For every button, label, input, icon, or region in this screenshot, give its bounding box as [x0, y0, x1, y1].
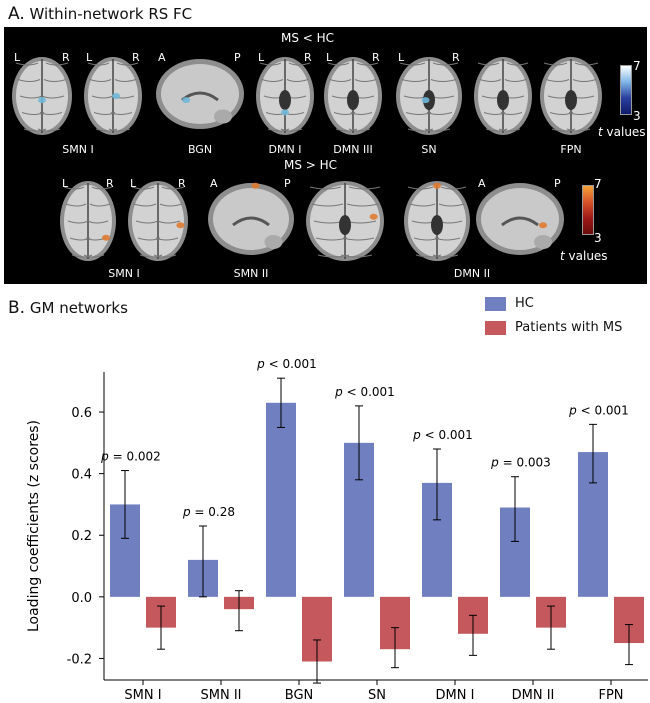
orient-label: L [326, 51, 333, 64]
brain-label: BGN [187, 143, 213, 156]
t-symbol: t [560, 249, 565, 263]
brain-label: SN [421, 143, 437, 156]
x-tick-label: SMN I [124, 688, 161, 703]
colorbar-top [620, 65, 632, 115]
t-symbol: t [598, 125, 603, 139]
panel-b-letter: B. [8, 298, 26, 318]
orient-label: R [62, 51, 70, 64]
orient-label: A [158, 51, 166, 64]
x-tick-label: FPN [598, 688, 623, 703]
y-tick-label: 0.0 [71, 591, 92, 606]
brain-thumb-r1-5 [394, 55, 464, 141]
cbar-bottom-min: 3 [594, 231, 602, 245]
cbar-bottom-max: 7 [594, 177, 602, 191]
orient-label: P [234, 51, 241, 64]
brain-thumb-r1-4 [322, 55, 384, 141]
orient-label: A [210, 177, 218, 190]
brain-thumb-r1-7 [538, 55, 604, 141]
brain-thumb-r2-1 [126, 179, 190, 267]
x-tick-label: BGN [285, 688, 314, 703]
p-value-label: p < 0.001 [568, 403, 629, 417]
brain-label: FPN [560, 143, 582, 156]
cbar-bottom-label: t values [560, 249, 608, 263]
brain-thumb-r1-3 [254, 55, 316, 141]
colorbar-bottom [582, 185, 594, 235]
orient-label: R [452, 51, 460, 64]
x-tick-label: SMN II [201, 688, 242, 703]
brain-thumb-r2-2 [206, 179, 296, 267]
orient-label: L [258, 51, 265, 64]
x-tick-label: SN [368, 688, 386, 703]
orient-label: L [130, 177, 137, 190]
orient-label: P [284, 177, 291, 190]
legend-swatch-hc [485, 297, 506, 311]
p-value-label: p = 0.003 [490, 456, 551, 470]
orient-label: A [478, 177, 486, 190]
brain-thumb-r1-0 [10, 55, 74, 141]
p-value-label: p < 0.001 [256, 357, 317, 371]
values-text: values [602, 125, 646, 139]
y-tick-label: 0.4 [71, 468, 92, 483]
bar-chart: 0.6 0.4 0.2 0.0 -0.2 Loading coefficients (z … [26, 357, 648, 703]
x-tick-label: DMN I [436, 688, 475, 703]
orient-label: P [554, 177, 561, 190]
brain-image-panel: MS < HC MS > HC L R SMN I L R A P BGN L R DMN I L R D… [4, 27, 647, 284]
orient-label: L [398, 51, 405, 64]
brain-label: DMN II [453, 267, 491, 280]
brain-thumb-r2-4 [402, 179, 472, 267]
brain-label: DMN III [333, 143, 373, 156]
cbar-top-min: 3 [633, 109, 641, 123]
cbar-top-max: 7 [633, 59, 641, 73]
orient-label: L [62, 177, 69, 190]
y-tick-label: 0.6 [71, 406, 92, 421]
panel-a-title: A. Within-network RS FC [8, 4, 192, 24]
p-value-label: p < 0.001 [412, 428, 473, 442]
orient-label: L [14, 51, 21, 64]
p-value-label: p < 0.001 [334, 385, 395, 399]
orient-label: L [86, 51, 93, 64]
brain-thumb-r1-6 [472, 55, 534, 141]
y-axis-label: Loading coefficients (z scores) [26, 420, 42, 632]
row1-title: MS < HC [281, 31, 335, 45]
y-tick-label: 0.2 [71, 529, 92, 544]
legend-label-hc: HC [515, 296, 534, 311]
brain-thumb-r1-1 [82, 55, 144, 141]
brain-label: DMN I [268, 143, 302, 156]
panel-b-title: B. GM networks [8, 298, 128, 318]
values-text: values [564, 249, 608, 263]
x-tick-label: DMN II [512, 688, 555, 703]
orient-label: R [178, 177, 186, 190]
brain-label: SMN I [62, 143, 94, 156]
p-value-label: p = 0.28 [182, 505, 235, 519]
row2-title: MS > HC [284, 158, 338, 172]
brain-label: SMN I [108, 267, 140, 280]
legend-label-ms: Patients with MS [515, 320, 623, 335]
p-value-label: p = 0.002 [100, 450, 161, 464]
orient-label: R [304, 51, 312, 64]
orient-label: R [132, 51, 140, 64]
y-tick-label: -0.2 [67, 652, 92, 667]
panel-a-letter: A. [8, 4, 25, 24]
brain-thumb-r2-3 [304, 179, 386, 267]
brain-thumb-r2-5 [474, 179, 566, 267]
brain-thumb-r1-2 [154, 55, 246, 141]
brain-thumb-r2-0 [58, 179, 118, 267]
orient-label: R [372, 51, 380, 64]
panel-a-title-text: Within-network RS FC [29, 5, 193, 23]
cbar-top-label: t values [598, 125, 646, 139]
legend-swatch-ms [485, 321, 506, 335]
panel-b-title-text: GM networks [29, 299, 128, 317]
bar-hc [266, 402, 296, 597]
brain-label: SMN II [233, 267, 269, 280]
orient-label: R [106, 177, 114, 190]
